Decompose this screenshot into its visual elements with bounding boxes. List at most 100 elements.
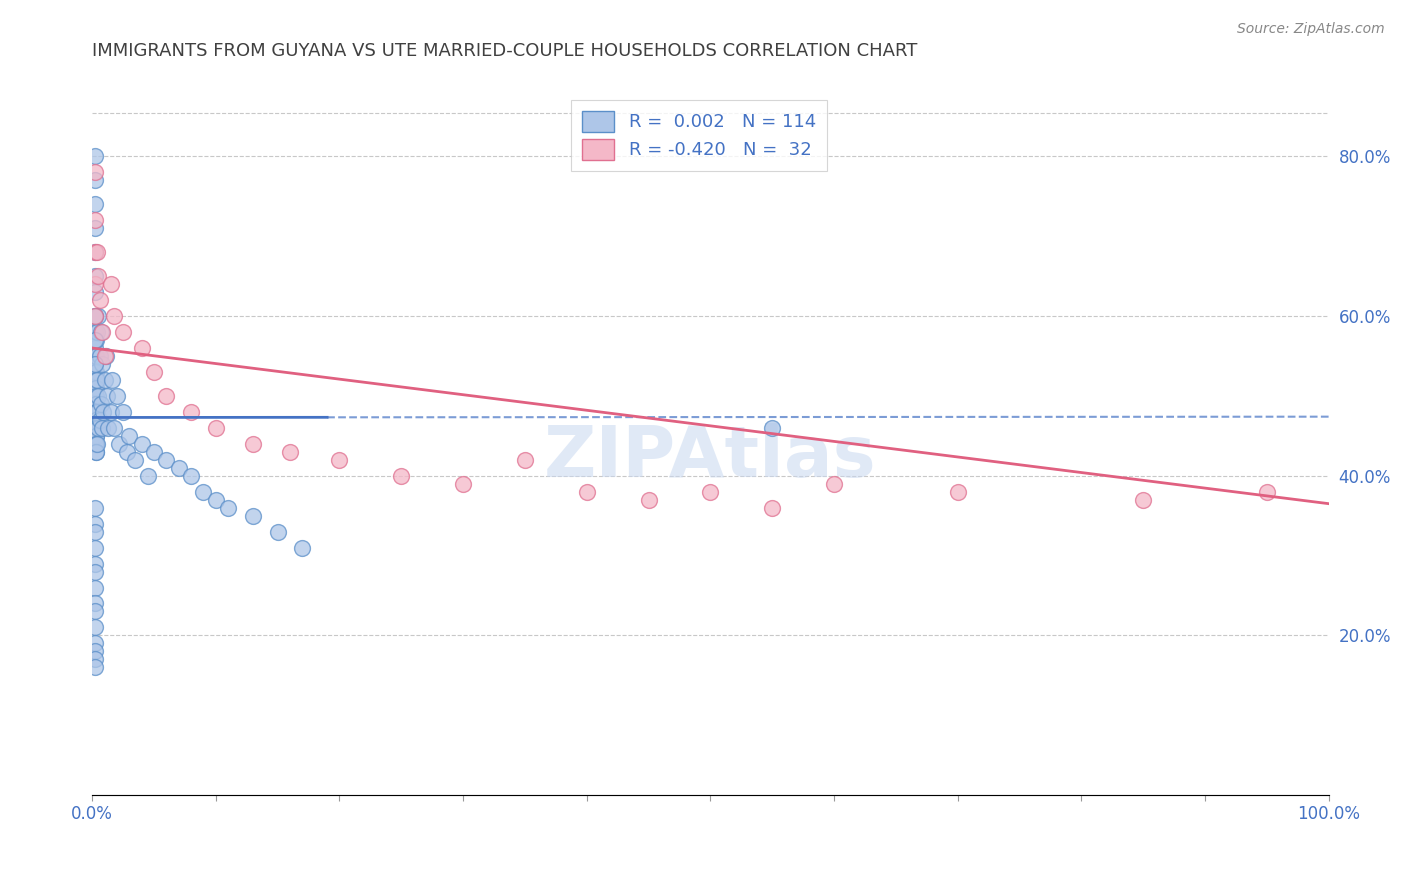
Point (699, 484, 721, 499)
Point (131, 437, 153, 451)
Point (167, 460, 190, 475)
Point (136, 468, 159, 483)
Point (328, 452, 350, 467)
Point (83, 149, 105, 163)
Point (83, 373, 105, 387)
Point (143, 444, 166, 458)
Point (84, 437, 107, 451)
Point (93, 373, 115, 387)
Point (118, 429, 141, 443)
Point (89, 413, 111, 427)
Point (278, 444, 301, 458)
Point (83, 397, 105, 411)
Point (83, 373, 105, 387)
Point (83, 421, 105, 435)
Point (83, 636, 105, 650)
Point (83, 620, 105, 634)
Point (180, 405, 202, 419)
Point (89, 293, 111, 307)
Point (83, 413, 105, 427)
Point (83, 213, 105, 227)
Point (84, 397, 107, 411)
Point (83, 557, 105, 571)
Point (575, 484, 598, 499)
Point (83, 173, 105, 187)
Point (266, 524, 288, 539)
Point (94, 349, 117, 363)
Point (84, 429, 107, 443)
Point (83, 516, 105, 531)
Point (112, 405, 135, 419)
Point (83, 325, 105, 339)
Point (155, 389, 177, 403)
Point (84, 444, 107, 458)
Point (451, 476, 474, 491)
Point (83, 405, 105, 419)
Point (83, 652, 105, 666)
Point (103, 309, 125, 323)
Point (86, 245, 108, 260)
Point (83, 165, 105, 179)
Point (217, 500, 239, 515)
Point (143, 365, 166, 379)
Point (91, 325, 114, 339)
Point (84, 421, 107, 435)
Point (1132, 492, 1154, 507)
Point (83, 541, 105, 555)
Point (83, 221, 105, 235)
Point (83, 357, 105, 371)
Point (84, 413, 107, 427)
Point (84, 365, 107, 379)
Point (761, 500, 783, 515)
Point (83, 285, 105, 300)
Point (91, 357, 114, 371)
Point (86, 405, 108, 419)
Point (1256, 484, 1278, 499)
Point (83, 309, 105, 323)
Point (101, 373, 124, 387)
Point (83, 413, 105, 427)
Point (84, 437, 107, 451)
Point (89, 349, 111, 363)
Point (83, 389, 105, 403)
Point (84, 373, 107, 387)
Point (83, 341, 105, 355)
Point (83, 437, 105, 451)
Point (83, 309, 105, 323)
Point (180, 468, 202, 483)
Point (83, 429, 105, 443)
Point (86, 437, 108, 451)
Point (242, 437, 264, 451)
Point (86, 325, 108, 339)
Point (84, 349, 107, 363)
Point (83, 269, 105, 284)
Point (91, 405, 114, 419)
Point (84, 405, 107, 419)
Point (131, 341, 153, 355)
Point (103, 421, 125, 435)
Point (84, 397, 107, 411)
Point (291, 541, 314, 555)
Point (97, 421, 120, 435)
Point (83, 421, 105, 435)
Point (83, 381, 105, 395)
Point (84, 389, 107, 403)
Text: ZIPAtlas: ZIPAtlas (544, 423, 877, 491)
Point (83, 245, 105, 260)
Point (83, 500, 105, 515)
Point (83, 597, 105, 611)
Point (83, 277, 105, 292)
Point (112, 325, 135, 339)
Point (83, 565, 105, 579)
Point (155, 452, 177, 467)
Point (946, 484, 969, 499)
Point (83, 413, 105, 427)
Point (83, 429, 105, 443)
Point (83, 357, 105, 371)
Point (84, 413, 107, 427)
Point (83, 405, 105, 419)
Point (83, 389, 105, 403)
Point (83, 660, 105, 674)
Point (105, 389, 128, 403)
Point (100, 405, 122, 419)
